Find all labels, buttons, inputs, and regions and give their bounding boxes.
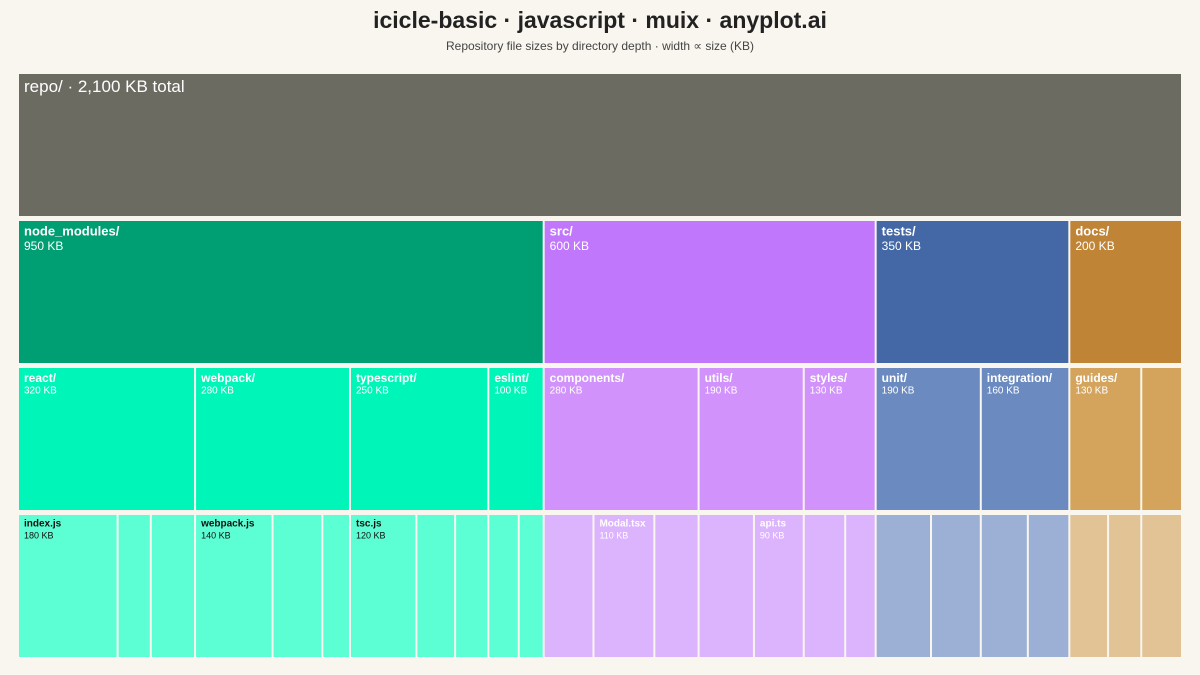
icicle-block	[804, 368, 875, 510]
block-name: webpack.js	[200, 518, 255, 529]
icicle-block	[489, 368, 543, 510]
icicle-block	[544, 515, 593, 657]
block-name: styles/	[810, 371, 848, 385]
icicle-block	[932, 515, 980, 657]
block-name: src/	[550, 224, 574, 239]
icicle-block	[981, 515, 1027, 657]
block-name: index.js	[24, 518, 62, 529]
block-name: node_modules/	[24, 224, 120, 239]
block-name: components/	[550, 371, 625, 385]
icicle-block	[196, 515, 272, 657]
icicle-block	[699, 368, 803, 510]
icicle-block	[456, 515, 488, 657]
block-name: api.ts	[760, 518, 787, 529]
icicle-block	[273, 515, 322, 657]
block-value: 280 KB	[201, 385, 234, 396]
block-value: 350 KB	[882, 239, 921, 253]
block-value: 320 KB	[24, 385, 57, 396]
block-value: 160 KB	[987, 385, 1020, 396]
block-value: 190 KB	[705, 385, 738, 396]
block-name: tsc.js	[356, 518, 382, 529]
icicle-block	[19, 368, 195, 510]
root-block	[19, 74, 1181, 216]
icicle-block	[876, 221, 1069, 363]
icicle-block	[981, 368, 1069, 510]
block-value: 110 KB	[599, 530, 628, 540]
icicle-block	[151, 515, 195, 657]
block-value: 280 KB	[550, 385, 583, 396]
icicle-block	[417, 515, 455, 657]
block-value: 190 KB	[882, 385, 915, 396]
block-value: 200 KB	[1075, 239, 1114, 253]
block-name: react/	[24, 371, 57, 385]
icicle-block	[489, 515, 518, 657]
block-name: integration/	[987, 371, 1053, 385]
icicle-block	[1109, 515, 1141, 657]
block-name: tests/	[882, 224, 916, 239]
icicle-block	[699, 515, 753, 657]
icicle-block	[1070, 221, 1181, 363]
block-value: 600 KB	[550, 239, 589, 253]
icicle-block	[876, 515, 930, 657]
block-value: 130 KB	[810, 385, 843, 396]
icicle-block	[804, 515, 845, 657]
block-name: Modal.tsx	[599, 518, 646, 529]
block-name: typescript/	[356, 371, 417, 385]
icicle-block	[351, 368, 488, 510]
block-value: 180 KB	[24, 530, 54, 540]
icicle-block	[19, 221, 543, 363]
root-label: repo/ · 2,100 KB total	[24, 77, 185, 96]
icicle-block	[1142, 368, 1181, 510]
icicle-block	[655, 515, 698, 657]
icicle-block	[1142, 515, 1181, 657]
icicle-block	[594, 515, 654, 657]
block-value: 120 KB	[356, 530, 386, 540]
block-name: unit/	[882, 371, 908, 385]
icicle-block	[351, 515, 416, 657]
block-value: 950 KB	[24, 239, 63, 253]
chart-subtitle: Repository file sizes by directory depth…	[446, 39, 754, 53]
block-name: docs/	[1075, 224, 1109, 239]
block-name: eslint/	[494, 371, 529, 385]
icicle-block	[754, 515, 803, 657]
icicle-block	[323, 515, 349, 657]
icicle-block	[846, 515, 875, 657]
block-value: 100 KB	[494, 385, 527, 396]
icicle-block	[118, 515, 150, 657]
block-name: guides/	[1075, 371, 1118, 385]
icicle-block	[196, 368, 349, 510]
icicle-block	[876, 368, 980, 510]
icicle-block	[1070, 368, 1141, 510]
block-value: 250 KB	[356, 385, 389, 396]
block-value: 140 KB	[201, 530, 231, 540]
icicle-block	[519, 515, 543, 657]
icicle-block	[544, 368, 698, 510]
icicle-block	[1070, 515, 1108, 657]
block-value: 90 KB	[760, 530, 785, 540]
icicle-block	[1028, 515, 1069, 657]
chart-title: icicle-basic · javascript · muix · anypl…	[373, 7, 827, 33]
icicle-block	[19, 515, 117, 657]
icicle-block	[544, 221, 875, 363]
block-name: utils/	[705, 371, 734, 385]
block-value: 130 KB	[1075, 385, 1108, 396]
block-name: webpack/	[200, 371, 256, 385]
